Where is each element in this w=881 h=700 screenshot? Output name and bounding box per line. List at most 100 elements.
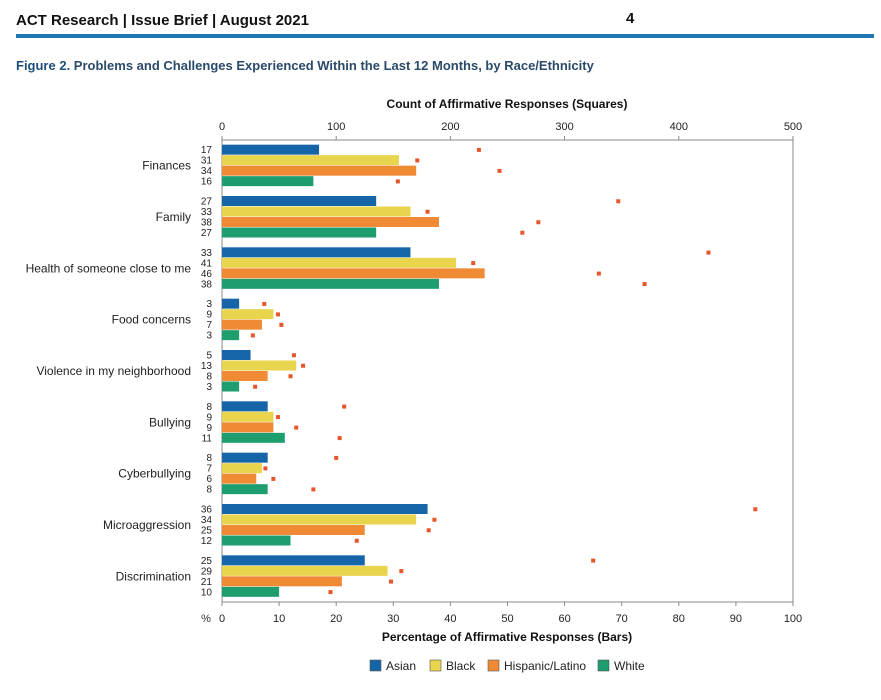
bar	[222, 576, 342, 587]
bar-value-label: 36	[201, 505, 213, 516]
bottom-tick-label: 90	[730, 613, 742, 625]
bar	[222, 504, 428, 514]
count-marker	[250, 333, 255, 338]
bar-value-label: 38	[201, 218, 213, 229]
bottom-tick-label: 80	[673, 613, 685, 625]
bar	[222, 422, 274, 433]
count-marker	[275, 415, 280, 420]
bottom-axis-title: Percentage of Affirmative Responses (Bar…	[382, 630, 632, 644]
bar	[222, 257, 457, 268]
bar	[222, 473, 257, 484]
bar	[222, 247, 411, 258]
bottom-tick-label: 40	[444, 613, 456, 625]
bar-value-label: 33	[201, 248, 213, 259]
legend-label: White	[614, 659, 645, 673]
bar-value-label: 3	[206, 299, 212, 310]
count-marker	[253, 384, 258, 389]
category-label: Food concerns	[112, 313, 191, 327]
bar	[222, 401, 268, 412]
bar	[222, 268, 485, 279]
bottom-tick-label: 20	[330, 613, 342, 625]
page-number: 4	[626, 10, 635, 27]
bar-value-label: 9	[206, 310, 212, 321]
count-marker	[288, 374, 293, 379]
count-marker	[536, 220, 541, 225]
count-marker	[354, 538, 359, 543]
count-marker	[337, 436, 342, 441]
count-marker	[476, 147, 481, 152]
count-marker	[389, 579, 394, 584]
bar	[222, 155, 400, 166]
count-marker	[263, 466, 268, 471]
category-label: Bullying	[149, 415, 191, 429]
top-tick-label: 200	[441, 121, 459, 133]
legend-swatch	[597, 659, 610, 672]
bar-value-label: 7	[206, 464, 212, 475]
bar-value-label: 17	[201, 145, 213, 156]
legend-label: Black	[446, 659, 476, 673]
bar-value-label: 27	[201, 197, 213, 208]
count-marker	[311, 487, 316, 492]
category-label: Microaggression	[103, 518, 191, 532]
bar-value-label: 27	[201, 228, 213, 239]
top-tick-label: 300	[555, 121, 573, 133]
bar-value-label: 38	[201, 279, 213, 290]
bar-value-label: 41	[201, 258, 213, 269]
count-marker	[520, 230, 525, 235]
bar-value-label: 8	[206, 453, 212, 464]
count-marker	[706, 250, 711, 255]
legend-label: Asian	[386, 659, 416, 673]
bar	[222, 463, 262, 474]
bar-value-label: 34	[201, 515, 213, 526]
top-tick-label: 400	[670, 121, 688, 133]
page-header: ACT Research | Issue Brief | August 2021…	[16, 8, 874, 34]
bar	[222, 411, 274, 422]
count-marker	[591, 558, 596, 563]
bar-value-label: 25	[201, 526, 213, 537]
count-marker	[294, 425, 299, 430]
category-label: Cyberbullying	[118, 467, 191, 481]
bar	[222, 432, 285, 443]
category-label: Health of someone close to me	[26, 261, 192, 275]
bar-value-label: 5	[206, 351, 212, 362]
figure-title: Figure 2. Problems and Challenges Experi…	[16, 58, 594, 73]
count-marker	[334, 455, 339, 460]
top-axis-title: Count of Affirmative Responses (Squares)	[387, 97, 628, 111]
bar-value-label: 29	[201, 566, 213, 577]
count-marker	[471, 261, 476, 266]
bar	[222, 484, 268, 495]
bar-value-label: 9	[206, 423, 212, 434]
category-label: Finances	[142, 159, 191, 173]
count-marker	[426, 528, 431, 533]
bar	[222, 371, 268, 381]
report-title: ACT Research | Issue Brief | August 2021	[16, 12, 309, 29]
count-marker	[642, 282, 647, 287]
bar	[222, 514, 417, 525]
bar	[222, 144, 320, 155]
bar	[222, 298, 240, 309]
category-label: Family	[156, 210, 191, 224]
count-marker	[616, 199, 621, 204]
legend-label: Hispanic/Latino	[504, 659, 586, 673]
count-marker	[279, 322, 284, 327]
bar	[222, 330, 240, 341]
count-marker	[753, 507, 758, 512]
bottom-tick-label: 70	[616, 613, 628, 625]
legend-swatch	[429, 659, 442, 672]
bar-value-label: 46	[201, 269, 213, 280]
bar-value-label: 16	[201, 177, 213, 188]
bottom-tick-label: 100	[784, 613, 802, 625]
count-marker	[271, 476, 276, 481]
bar-value-label: 31	[201, 156, 213, 167]
bar	[222, 360, 297, 371]
bar	[222, 381, 240, 392]
count-marker	[262, 301, 267, 306]
count-marker	[415, 158, 420, 163]
bar	[222, 227, 377, 238]
bar	[222, 309, 274, 320]
bar	[222, 525, 365, 535]
bar-value-label: 11	[202, 433, 213, 444]
percent-unit-label: %	[201, 613, 211, 625]
count-marker	[395, 179, 400, 184]
